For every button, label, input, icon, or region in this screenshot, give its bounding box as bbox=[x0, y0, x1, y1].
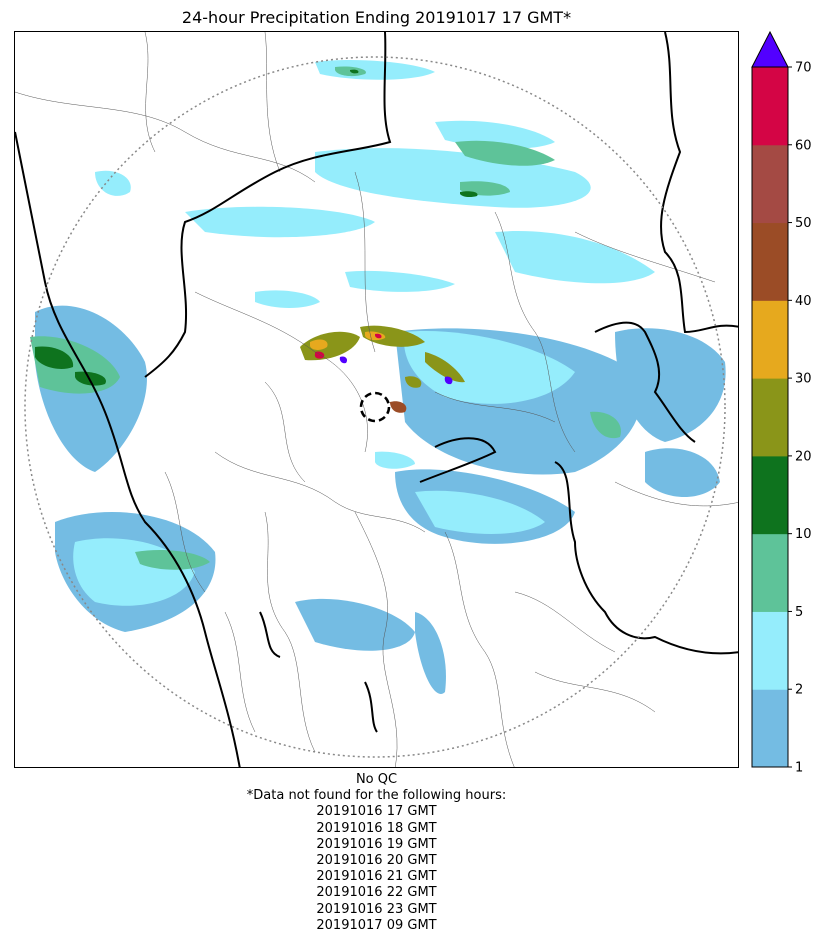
colorbar-tick-label: 20 bbox=[795, 449, 812, 464]
colorbar-outline bbox=[751, 66, 789, 768]
colorbar-tick-label: 5 bbox=[795, 605, 803, 620]
missing-hour-item: 20191016 18 GMT bbox=[316, 820, 437, 836]
colorbar-tick-label: 70 bbox=[795, 61, 812, 76]
colorbar-tick-label: 2 bbox=[795, 683, 803, 698]
precip-area-dark-green bbox=[35, 69, 478, 386]
colorbar-segment bbox=[752, 455, 788, 535]
colorbar-tick-label: 30 bbox=[795, 372, 812, 387]
precip-area-light bbox=[35, 305, 726, 694]
map-title: 24-hour Precipitation Ending 20191017 17… bbox=[181, 8, 572, 27]
colorbar-segment bbox=[752, 300, 788, 379]
missing-hour-item: 20191016 20 GMT bbox=[316, 853, 437, 869]
colorbar-segment bbox=[752, 378, 788, 457]
state-borders bbox=[15, 32, 738, 767]
precip-cells-heavy bbox=[300, 325, 465, 413]
colorbar-tick-label: 1 bbox=[795, 761, 803, 776]
qc-note: No QC bbox=[355, 772, 398, 787]
colorbar-segment bbox=[752, 67, 788, 146]
colorbar-tick-label: 60 bbox=[795, 138, 812, 153]
missing-hour-item: 20191017 09 GMT bbox=[316, 917, 437, 933]
precipitation-map[interactable] bbox=[14, 31, 739, 768]
notes-block: No QC *Data not found for the following … bbox=[14, 772, 739, 934]
radar-site-marker[interactable] bbox=[359, 391, 391, 423]
colorbar-segment bbox=[752, 533, 788, 612]
missing-hour-item: 20191016 21 GMT bbox=[316, 869, 437, 885]
colorbar-tick-label: 10 bbox=[795, 527, 812, 542]
colorbar-extend-triangle bbox=[751, 30, 789, 68]
colorbar-segment bbox=[752, 144, 788, 224]
colorbar-segment bbox=[752, 222, 788, 301]
missing-hour-item: 20191016 23 GMT bbox=[316, 901, 437, 917]
district-boundaries bbox=[15, 32, 738, 767]
colorbar-segment bbox=[752, 689, 788, 768]
missing-hour-item: 20191016 17 GMT bbox=[316, 804, 437, 820]
missing-hours-header: *Data not found for the following hours: bbox=[246, 788, 507, 804]
colorbar-tick-label: 40 bbox=[795, 294, 812, 309]
missing-hour-item: 20191016 22 GMT bbox=[316, 885, 437, 901]
colorbar: 1 2 5 10 20 30 40 50 60 70 bbox=[751, 30, 812, 776]
radar-range-ring bbox=[24, 56, 726, 758]
colorbar-tick-label: 50 bbox=[795, 216, 812, 231]
missing-hour-item: 20191016 19 GMT bbox=[316, 836, 437, 852]
colorbar-segment bbox=[752, 611, 788, 690]
